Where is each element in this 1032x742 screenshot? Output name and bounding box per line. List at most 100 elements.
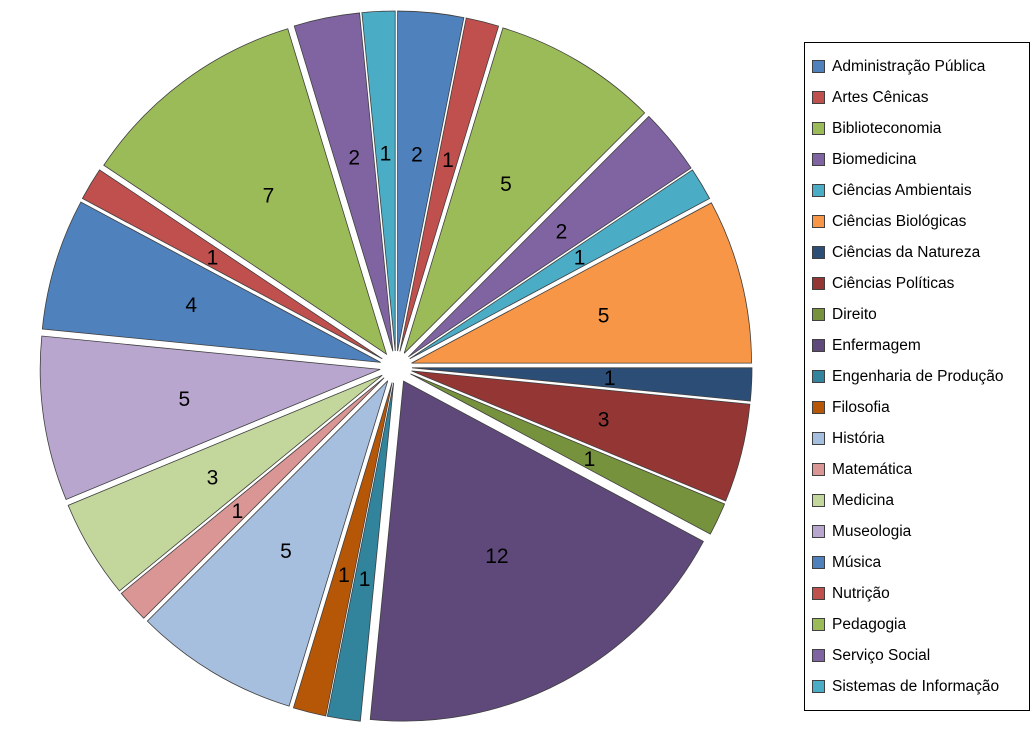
data-label-matematica: 1: [232, 500, 244, 523]
legend-item-historia[interactable]: História: [812, 423, 1022, 454]
legend-item-sistemas-de-informacao[interactable]: Sistemas de Informação: [812, 671, 1022, 702]
pie-slice-administracao-publica[interactable]: [397, 10, 465, 352]
pie-slice-matematica[interactable]: [120, 377, 385, 619]
legend-label: Filosofia: [832, 398, 890, 416]
pie-slice-engenharia-de-producao[interactable]: [326, 382, 395, 722]
legend-swatch-icon: [812, 246, 825, 259]
legend-label: Ciências Políticas: [832, 274, 955, 292]
legend-label: Direito: [832, 305, 877, 323]
data-label-sistemas-de-informacao: 1: [380, 143, 392, 166]
legend-swatch-icon: [812, 339, 825, 352]
legend-item-ciencias-biologicas[interactable]: Ciências Biológicas: [812, 206, 1022, 237]
legend-swatch-icon: [812, 680, 825, 693]
legend-swatch-icon: [812, 401, 825, 414]
data-label-medicina: 3: [207, 466, 219, 489]
legend-swatch-icon: [812, 60, 825, 73]
legend-item-direito[interactable]: Direito: [812, 299, 1022, 330]
legend-swatch-icon: [812, 122, 825, 135]
legend-label: Serviço Social: [832, 646, 931, 664]
legend-label: Música: [832, 553, 882, 571]
legend-swatch-icon: [812, 525, 825, 538]
pie-slice-nutricao[interactable]: [81, 169, 383, 360]
legend-label: Enfermagem: [832, 336, 921, 354]
legend-label: Ciências da Natureza: [832, 243, 981, 261]
data-label-pedagogia: 7: [263, 184, 275, 207]
legend-label: Ciências Ambientais: [832, 181, 972, 199]
pie-slice-filosofia[interactable]: [292, 382, 393, 717]
data-label-servico-social: 2: [348, 146, 360, 169]
data-label-enfermagem: 12: [485, 545, 508, 568]
data-label-artes-cenicas: 1: [442, 149, 454, 172]
legend-item-ciencias-ambientais[interactable]: Ciências Ambientais: [812, 175, 1022, 206]
pie-slice-ciencias-politicas[interactable]: [411, 370, 751, 502]
pie-slice-biblioteconomia[interactable]: [403, 27, 646, 354]
pie-slice-ciencias-ambientais[interactable]: [409, 169, 711, 360]
pie-slice-historia[interactable]: [146, 380, 389, 707]
legend-item-filosofia[interactable]: Filosofia: [812, 392, 1022, 423]
legend-swatch-icon: [812, 215, 825, 228]
pie-slice-ciencias-biologicas[interactable]: [411, 202, 752, 364]
legend-item-administracao-publica[interactable]: Administração Pública: [812, 51, 1022, 82]
legend-swatch-icon: [812, 370, 825, 383]
data-label-administracao-publica: 2: [411, 143, 423, 166]
data-label-biblioteconomia: 5: [500, 173, 512, 196]
data-label-ciencias-biologicas: 5: [598, 304, 610, 327]
legend-label: Biomedicina: [832, 150, 917, 168]
legend-label: Sistemas de Informação: [832, 677, 1000, 695]
legend-label: Artes Cênicas: [832, 88, 929, 106]
pie-slice-enfermagem[interactable]: [369, 380, 704, 722]
chart-legend: Administração Pública Artes Cênicas Biblio…: [804, 42, 1030, 711]
legend-item-enfermagem[interactable]: Enfermagem: [812, 330, 1022, 361]
data-label-engenharia-de-producao: 1: [359, 568, 371, 591]
pie-slice-ciencias-da-natureza[interactable]: [411, 367, 753, 402]
legend-label: Nutrição: [832, 584, 890, 602]
legend-swatch-icon: [812, 277, 825, 290]
data-label-museologia: 5: [178, 388, 190, 411]
legend-item-biblioteconomia[interactable]: Biblioteconomia: [812, 113, 1022, 144]
legend-label: Matemática: [832, 460, 913, 478]
pie-slice-biomedicina[interactable]: [408, 115, 692, 358]
legend-swatch-icon: [812, 432, 825, 445]
legend-item-artes-cenicas[interactable]: Artes Cênicas: [812, 82, 1022, 113]
pie-slice-medicina[interactable]: [67, 374, 383, 592]
pie-slice-direito[interactable]: [410, 373, 726, 535]
legend-label: História: [832, 429, 885, 447]
legend-label: Administração Pública: [832, 57, 986, 75]
legend-item-medicina[interactable]: Medicina: [812, 485, 1022, 516]
legend-item-pedagogia[interactable]: Pedagogia: [812, 609, 1022, 640]
legend-item-nutricao[interactable]: Nutrição: [812, 578, 1022, 609]
legend-item-musica[interactable]: Música: [812, 547, 1022, 578]
data-label-filosofia: 1: [338, 564, 350, 587]
pie-slice-sistemas-de-informacao[interactable]: [361, 10, 396, 352]
legend-label: Biblioteconomia: [832, 119, 942, 137]
legend-swatch-icon: [812, 184, 825, 197]
legend-swatch-icon: [812, 556, 825, 569]
legend-item-matematica[interactable]: Matemática: [812, 454, 1022, 485]
legend-label: Pedagogia: [832, 615, 907, 633]
legend-item-biomedicina[interactable]: Biomedicina: [812, 144, 1022, 175]
data-label-direito: 1: [584, 448, 596, 471]
data-label-ciencias-politicas: 3: [598, 408, 610, 431]
legend-swatch-icon: [812, 494, 825, 507]
pie-slice-pedagogia[interactable]: [103, 28, 388, 356]
legend-swatch-icon: [812, 91, 825, 104]
data-label-biomedicina: 2: [556, 221, 568, 244]
legend-item-ciencias-politicas[interactable]: Ciências Políticas: [812, 268, 1022, 299]
legend-swatch-icon: [812, 308, 825, 321]
legend-item-ciencias-da-natureza[interactable]: Ciências da Natureza: [812, 237, 1022, 268]
data-label-ciencias-ambientais: 1: [574, 246, 586, 269]
legend-item-engenharia-de-producao[interactable]: Engenharia de Produção: [812, 361, 1022, 392]
legend-item-museologia[interactable]: Museologia: [812, 516, 1022, 547]
pie-slice-servico-social[interactable]: [293, 12, 394, 352]
legend-item-servico-social[interactable]: Serviço Social: [812, 640, 1022, 671]
pie-slice-artes-cenicas[interactable]: [399, 17, 500, 352]
legend-swatch-icon: [812, 587, 825, 600]
legend-swatch-icon: [812, 618, 825, 631]
legend-label: Ciências Biológicas: [832, 212, 967, 230]
data-label-nutricao: 1: [207, 246, 219, 269]
data-label-musica: 4: [185, 294, 197, 317]
pie-slice-museologia[interactable]: [39, 335, 381, 500]
pie-slice-musica[interactable]: [41, 201, 381, 363]
